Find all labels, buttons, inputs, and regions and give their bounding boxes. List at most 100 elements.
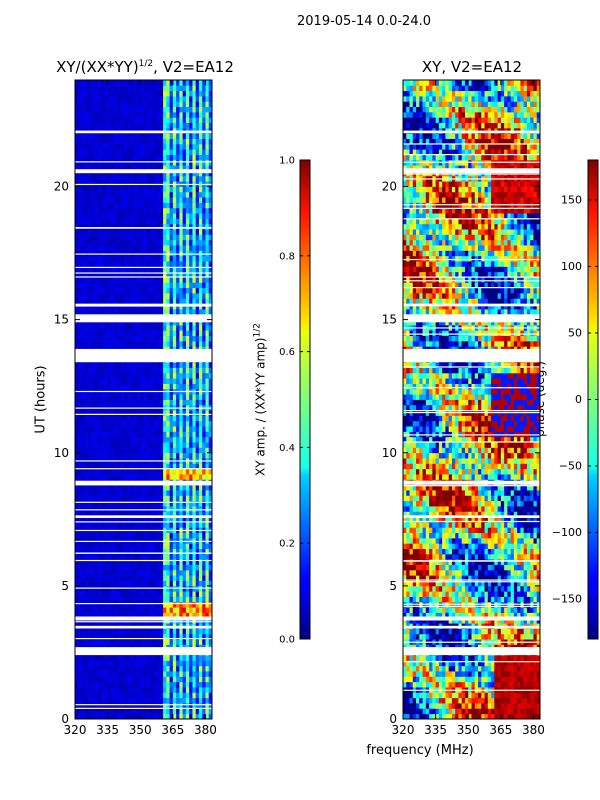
heatmap-cell xyxy=(81,569,86,576)
heatmap-cell xyxy=(146,442,151,448)
heatmap-cell xyxy=(195,266,200,273)
heatmap-cell xyxy=(127,394,131,400)
heatmap-cell xyxy=(182,175,187,182)
heatmap-cell xyxy=(75,532,79,539)
heatmap-cell xyxy=(84,447,89,454)
heatmap-cell xyxy=(130,490,135,496)
heatmap-cell xyxy=(189,101,193,108)
heatmap-cell xyxy=(185,213,190,219)
heatmap-cell xyxy=(91,511,95,518)
heatmap-cell xyxy=(166,202,170,209)
heatmap-cell xyxy=(110,186,115,193)
heatmap-cell xyxy=(81,399,86,406)
heatmap-cell xyxy=(117,687,122,693)
heatmap-cell xyxy=(97,468,102,475)
heatmap-cell xyxy=(198,420,203,427)
heatmap-cell xyxy=(120,362,125,368)
heatmap-cell xyxy=(104,266,109,273)
heatmap-cell xyxy=(140,324,144,331)
heatmap-cell xyxy=(208,213,212,219)
heatmap-cell xyxy=(195,687,200,693)
heatmap-cell xyxy=(146,122,151,129)
heatmap-cell xyxy=(156,378,161,384)
heatmap-cell xyxy=(97,692,102,699)
heatmap-cell xyxy=(146,521,151,528)
heatmap-cell xyxy=(205,367,210,374)
heatmap-cell xyxy=(130,431,135,438)
heatmap-cell xyxy=(94,484,99,491)
heatmap-cell xyxy=(114,117,118,123)
heatmap-cell xyxy=(88,324,92,331)
heatmap-cell xyxy=(130,660,135,667)
heatmap-cell xyxy=(172,495,177,502)
heatmap-cell xyxy=(123,111,128,118)
heatmap-cell xyxy=(104,122,109,129)
heatmap-cell xyxy=(189,559,193,565)
heatmap-cell xyxy=(192,159,197,166)
heatmap-cell xyxy=(198,532,203,539)
heatmap-cell xyxy=(81,601,86,608)
heatmap-cell xyxy=(84,511,89,518)
heatmap-cell xyxy=(172,165,177,171)
heatmap-cell xyxy=(120,543,125,550)
heatmap-cell xyxy=(94,250,99,257)
heatmap-cell xyxy=(91,431,95,438)
heatmap-cell xyxy=(172,559,177,565)
heatmap-cell xyxy=(75,239,79,246)
heatmap-cell xyxy=(169,186,174,193)
heatmap-cell xyxy=(166,170,170,177)
heatmap-cell xyxy=(123,298,128,305)
heatmap-cell xyxy=(169,335,174,342)
heatmap-cell xyxy=(182,703,187,709)
heatmap-cell xyxy=(78,660,82,667)
heatmap-cell xyxy=(133,633,138,640)
heatmap-cell xyxy=(146,271,151,278)
heatmap-cell xyxy=(189,431,193,438)
heatmap-cell xyxy=(97,372,102,379)
heatmap-cell xyxy=(169,340,174,347)
heatmap-cell xyxy=(75,207,79,214)
heatmap-cell xyxy=(75,639,79,645)
heatmap-cell xyxy=(143,681,148,688)
heatmap-cell xyxy=(81,229,86,235)
heatmap-cell xyxy=(120,170,125,177)
heatmap-cell xyxy=(185,713,190,719)
heatmap-cell xyxy=(205,293,210,299)
heatmap-cell xyxy=(127,665,131,672)
heatmap-cell xyxy=(120,474,125,480)
heatmap-cell xyxy=(179,596,184,603)
heatmap-cell xyxy=(159,628,164,635)
heatmap-cell xyxy=(94,277,99,283)
heatmap-cell xyxy=(123,159,128,166)
heatmap-cell xyxy=(182,601,187,608)
heatmap-cell xyxy=(97,250,102,257)
heatmap-cell xyxy=(88,671,92,677)
heatmap-cell xyxy=(195,159,200,166)
heatmap-cell xyxy=(169,95,174,102)
heatmap-cell xyxy=(159,372,164,379)
heatmap-cell xyxy=(156,261,161,267)
heatmap-cell xyxy=(136,362,141,368)
heatmap-cell xyxy=(136,463,141,470)
heatmap-cell xyxy=(123,324,128,331)
heatmap-cell xyxy=(78,106,82,113)
heatmap-cell xyxy=(198,111,203,118)
heatmap-cell xyxy=(130,484,135,491)
heatmap-cell xyxy=(104,170,109,177)
heatmap-cell xyxy=(205,308,210,315)
heatmap-cell xyxy=(202,149,206,155)
heatmap-cell xyxy=(185,575,190,581)
heatmap-cell xyxy=(114,442,118,448)
heatmap-cell xyxy=(185,564,190,571)
heatmap-cell xyxy=(192,138,197,145)
heatmap-cell xyxy=(123,633,128,640)
heatmap-cell xyxy=(146,213,151,219)
heatmap-cell xyxy=(97,553,102,560)
heatmap-cell xyxy=(150,202,154,209)
heatmap-cell xyxy=(159,229,164,235)
heatmap-cell xyxy=(176,330,180,337)
heatmap-cell xyxy=(104,202,109,209)
heatmap-cell xyxy=(163,308,167,315)
heatmap-cell xyxy=(176,447,180,454)
heatmap-cell xyxy=(127,431,131,438)
